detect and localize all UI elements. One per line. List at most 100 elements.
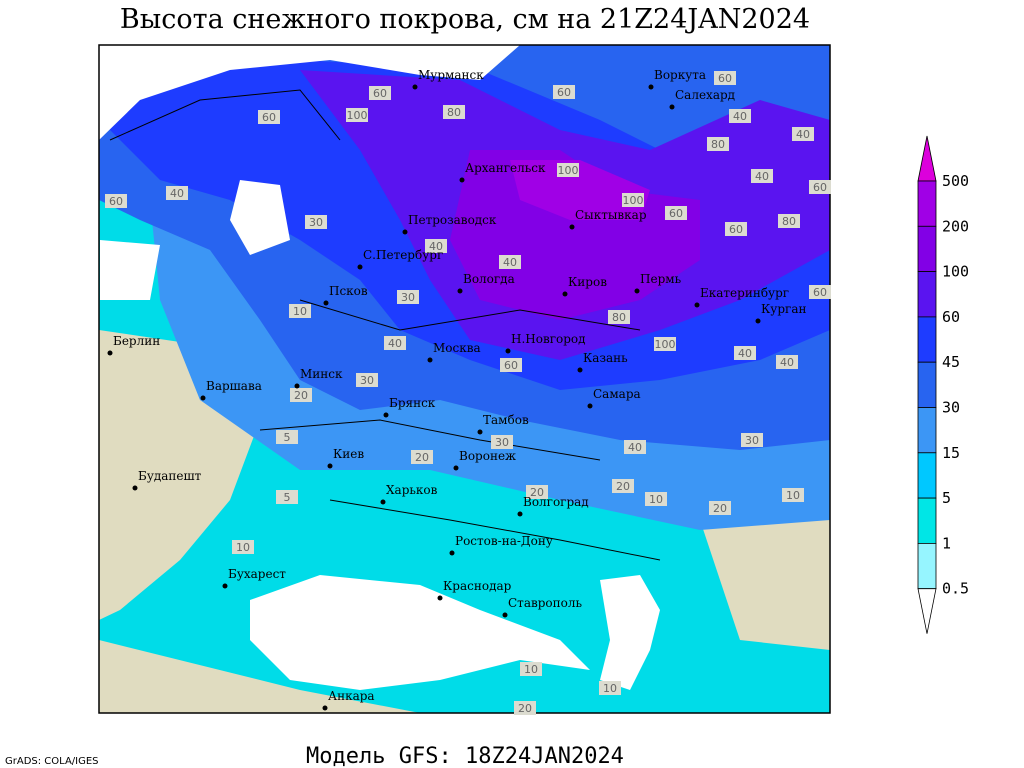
legend: 500 200 100 60 45 30 15 5 1 0.5 [917, 135, 969, 634]
contour-label-box [725, 222, 747, 236]
city-dot [412, 84, 418, 90]
contour-label-box [809, 180, 831, 194]
city-label: Брянск [389, 396, 436, 410]
contour-label: 100 [347, 109, 368, 122]
contour-label: 30 [495, 436, 509, 449]
city-dot [427, 357, 433, 363]
contour-label: 80 [612, 311, 626, 324]
legend-label: 500 [942, 172, 969, 190]
legend-box [917, 497, 937, 544]
legend-box [917, 180, 937, 227]
contour-label-box [729, 109, 751, 123]
credit: GrADS: COLA/IGES [5, 756, 99, 767]
cities: Мурманск Воркута Салехард Архангельск Петроз… [107, 68, 806, 711]
city-dot [505, 348, 511, 354]
contour-label-box [709, 501, 731, 515]
contour-label-box [276, 490, 298, 504]
city-dot [200, 395, 206, 401]
city-dot [294, 383, 300, 389]
city-label: Архангельск [465, 161, 546, 175]
city-dot [132, 485, 138, 491]
contour-label: 40 [429, 240, 443, 253]
city-dot [669, 104, 675, 110]
city-dot [222, 583, 228, 589]
contour-label: 30 [745, 434, 759, 447]
city-dot [322, 705, 328, 711]
city-dot [380, 499, 386, 505]
city-label: Минск [300, 367, 343, 381]
city-label: Самара [593, 387, 641, 401]
city-dot [323, 300, 329, 306]
city-dot [502, 612, 508, 618]
city-label: Краснодар [443, 579, 512, 593]
contour-label-box [443, 105, 465, 119]
contour-label-box [514, 701, 536, 715]
contour-label-box [553, 85, 575, 99]
contour-label: 80 [782, 215, 796, 228]
city-label: Сыктывкар [575, 208, 647, 222]
contour-label-box [526, 485, 548, 499]
city-label: Салехард [675, 88, 735, 102]
city-label: Бухарест [228, 567, 286, 581]
contour-label-box [645, 492, 667, 506]
contour-label-box [612, 479, 634, 493]
contour-label: 60 [504, 359, 518, 372]
city-label: Воркута [654, 68, 706, 82]
legend-label: 5 [942, 489, 951, 507]
sea [100, 180, 290, 300]
contour-label: 60 [557, 86, 571, 99]
contour-label-box [356, 373, 378, 387]
contour-label-box [105, 194, 127, 208]
caspian-sea [600, 575, 660, 690]
city-label: Варшава [206, 379, 262, 393]
legend-box [917, 543, 937, 590]
city-dot [694, 302, 700, 308]
city-label: Киров [568, 275, 607, 289]
legend-triangle [917, 135, 937, 182]
city-label: Воронеж [459, 449, 516, 463]
legend-label: 0.5 [942, 580, 969, 598]
contour-label: 40 [628, 441, 642, 454]
contour-label: 10 [649, 493, 663, 506]
contour-label-box [741, 433, 763, 447]
contour-label-box [397, 290, 419, 304]
legend-box [917, 361, 937, 408]
contour-label: 60 [669, 207, 683, 220]
city-label: Вологда [463, 272, 515, 286]
contour-label: 20 [530, 486, 544, 499]
city-dot [453, 465, 459, 471]
city-label: Казань [583, 351, 628, 365]
contour-label-box [778, 214, 800, 228]
legend-label: 15 [942, 444, 960, 462]
city-label: Будапешт [138, 469, 202, 483]
city-label: Волгоград [523, 495, 589, 509]
city-dot [402, 229, 408, 235]
legend-triangle [917, 588, 937, 634]
legend-box [917, 316, 937, 363]
contour-label-box [384, 336, 406, 350]
city-dot [477, 429, 483, 435]
legend-label: 200 [942, 217, 969, 235]
legend-label: 100 [942, 263, 969, 281]
contour-label: 20 [415, 451, 429, 464]
map [98, 44, 831, 714]
city-label: Курган [761, 302, 806, 316]
contour-label: 40 [733, 110, 747, 123]
legend-box [917, 407, 937, 454]
legend-label: 30 [942, 399, 960, 417]
contour-label: 40 [755, 170, 769, 183]
city-dot [587, 403, 593, 409]
city-dot [437, 595, 443, 601]
contour-label-box [751, 169, 773, 183]
contour-label-box [654, 337, 676, 351]
city-label: Пермь [640, 272, 682, 286]
contour-label: 10 [236, 541, 250, 554]
black-sea [250, 575, 590, 690]
contour-label-box [734, 346, 756, 360]
contour-label-box [776, 355, 798, 369]
city-dot [457, 288, 463, 294]
contour-label: 30 [401, 291, 415, 304]
contour-label: 40 [796, 128, 810, 141]
snow-200-500 [510, 160, 650, 220]
